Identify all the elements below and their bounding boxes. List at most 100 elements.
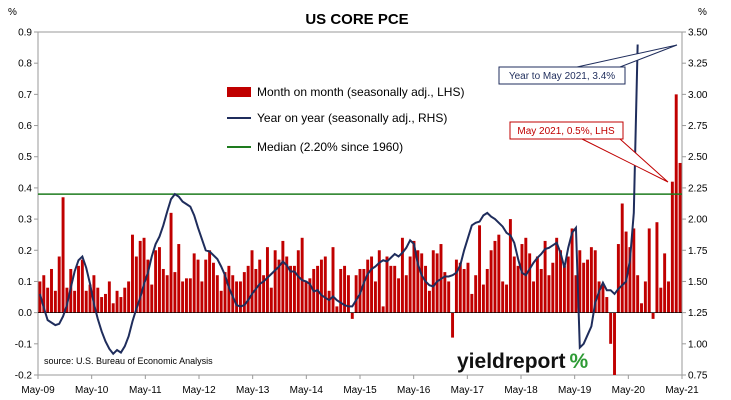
mom-bar (323, 256, 327, 313)
x-axis-tick-label: May-09 (21, 385, 55, 396)
mom-bar (319, 259, 323, 313)
mom-bar (300, 237, 304, 313)
mom-bar (208, 250, 212, 313)
mom-bar (61, 197, 65, 313)
right-axis-tick-label: 3.00 (688, 90, 708, 101)
right-axis-tick-label: 0.75 (688, 371, 708, 382)
mom-bar (96, 287, 100, 313)
mom-bar (57, 256, 61, 313)
mom-bar (281, 240, 285, 313)
mom-bar (632, 228, 636, 313)
mom-bar (53, 290, 57, 313)
mom-bar (559, 250, 562, 313)
mom-bar (543, 240, 547, 313)
mom-bar (485, 268, 489, 313)
mom-bar (254, 268, 258, 313)
x-axis-tick-label: May-18 (504, 385, 538, 396)
left-axis-tick-label: 0.3 (18, 215, 32, 226)
mom-bar (119, 297, 123, 313)
left-axis: -0.2 -0.1 0.0 0.1 0.2 0.3 0.4 0.5 0.6 0.7 0.8 0.9 (15, 28, 38, 382)
mom-bar (620, 203, 624, 313)
mom-bar (609, 312, 613, 344)
mom-bar (555, 237, 559, 313)
callout-mom: May 2021, 0.5%, LHS (509, 121, 669, 183)
right-axis-tick-label: 1.00 (688, 339, 708, 350)
mom-bar (377, 250, 381, 313)
mom-bar (181, 281, 185, 313)
mom-bar (659, 287, 663, 313)
left-axis-tick-label: 0.8 (18, 59, 32, 70)
mom-bar (562, 265, 566, 313)
mom-bar (366, 259, 370, 313)
mom-bar (219, 290, 223, 313)
x-axis-tick-label: May-20 (612, 385, 646, 396)
mom-bar (92, 275, 96, 313)
legend-label-mom: Month on month (seasonally adj., LHS) (257, 85, 464, 99)
mom-bar (454, 259, 458, 313)
mom-bar (551, 262, 555, 313)
yoy-line (38, 44, 639, 356)
right-axis-tick-label: 1.75 (688, 246, 708, 257)
legend-swatch-mom (227, 87, 251, 97)
mom-bar (192, 253, 196, 313)
left-axis-tick-label: 0.4 (18, 183, 32, 194)
x-axis: May-09 May-10 May-11 May-12 May-13 May-14 May-… (21, 375, 699, 396)
mom-bar (408, 256, 412, 313)
mom-bar (532, 281, 535, 313)
right-axis-unit: % (698, 7, 707, 18)
mom-bar (142, 237, 146, 313)
mom-bar (593, 250, 597, 313)
mom-bar (308, 278, 312, 313)
right-axis-tick-label: 1.25 (688, 308, 708, 319)
mom-bar (212, 262, 215, 313)
legend-label-yoy: Year on year (seasonally adj., RHS) (257, 111, 447, 125)
mom-bar (269, 287, 273, 313)
mom-bar (173, 272, 177, 313)
chart-title: US CORE PCE (305, 11, 408, 28)
mom-bar (647, 228, 651, 313)
mom-bar (628, 247, 632, 313)
mom-bar (73, 290, 77, 313)
mom-bar (416, 250, 420, 313)
mom-bar (393, 265, 397, 313)
mom-bar (346, 275, 350, 313)
mom-bar (265, 247, 269, 313)
left-axis-tick-label: 0.2 (18, 246, 32, 257)
left-axis-tick-label: 0.7 (18, 90, 32, 101)
mom-bar (547, 275, 551, 313)
mom-bar (624, 231, 628, 313)
mom-bar (655, 222, 659, 313)
mom-bar (107, 281, 111, 313)
mom-bar (501, 281, 505, 313)
mom-bar (470, 293, 474, 313)
mom-bar (586, 259, 589, 313)
mom-bar (412, 240, 416, 313)
mom-bar (50, 268, 53, 313)
mom-bar (389, 265, 393, 313)
mom-bar (458, 262, 462, 313)
legend: Month on month (seasonally adj., LHS) Ye… (227, 85, 464, 154)
mom-bar (505, 284, 508, 313)
mom-bar (343, 265, 347, 313)
mom-bar (289, 265, 293, 313)
mom-bar (350, 312, 354, 319)
mom-bar (397, 278, 401, 313)
mom-bar (535, 256, 539, 313)
mom-bar (138, 240, 142, 313)
right-axis-tick-label: 2.00 (688, 215, 708, 226)
mom-bar (104, 293, 107, 313)
mom-bar (200, 281, 204, 313)
mom-bar (231, 275, 235, 313)
mom-bar (165, 275, 169, 313)
mom-bar (246, 265, 250, 313)
mom-bar (424, 265, 428, 313)
mom-bar (80, 259, 84, 313)
mom-bar (331, 247, 335, 313)
mom-bar (131, 234, 134, 313)
callout-mom-text: May 2021, 0.5%, LHS (517, 126, 615, 137)
mom-bar (327, 290, 331, 313)
mom-bar (370, 256, 374, 313)
mom-bar (273, 250, 277, 313)
mom-bar (88, 284, 92, 313)
right-axis-tick-label: 2.50 (688, 152, 708, 163)
